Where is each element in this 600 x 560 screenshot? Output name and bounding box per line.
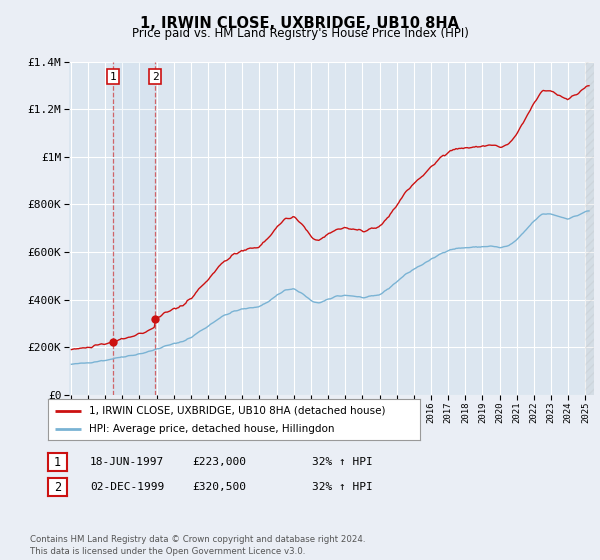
Text: £320,500: £320,500 xyxy=(192,482,246,492)
Text: 02-DEC-1999: 02-DEC-1999 xyxy=(90,482,164,492)
Text: 1: 1 xyxy=(110,72,116,82)
Text: 2: 2 xyxy=(152,72,158,82)
Bar xyxy=(586,62,594,395)
Text: 32% ↑ HPI: 32% ↑ HPI xyxy=(312,482,373,492)
Text: Contains HM Land Registry data © Crown copyright and database right 2024.
This d: Contains HM Land Registry data © Crown c… xyxy=(30,535,365,556)
Text: 1, IRWIN CLOSE, UXBRIDGE, UB10 8HA: 1, IRWIN CLOSE, UXBRIDGE, UB10 8HA xyxy=(140,16,460,31)
Text: 32% ↑ HPI: 32% ↑ HPI xyxy=(312,457,373,467)
Text: 18-JUN-1997: 18-JUN-1997 xyxy=(90,457,164,467)
Text: £223,000: £223,000 xyxy=(192,457,246,467)
Text: HPI: Average price, detached house, Hillingdon: HPI: Average price, detached house, Hill… xyxy=(89,424,334,434)
Text: 2: 2 xyxy=(54,480,61,494)
Bar xyxy=(113,62,155,395)
Text: 1, IRWIN CLOSE, UXBRIDGE, UB10 8HA (detached house): 1, IRWIN CLOSE, UXBRIDGE, UB10 8HA (deta… xyxy=(89,405,385,416)
Text: Price paid vs. HM Land Registry's House Price Index (HPI): Price paid vs. HM Land Registry's House … xyxy=(131,27,469,40)
Text: 1: 1 xyxy=(54,455,61,469)
